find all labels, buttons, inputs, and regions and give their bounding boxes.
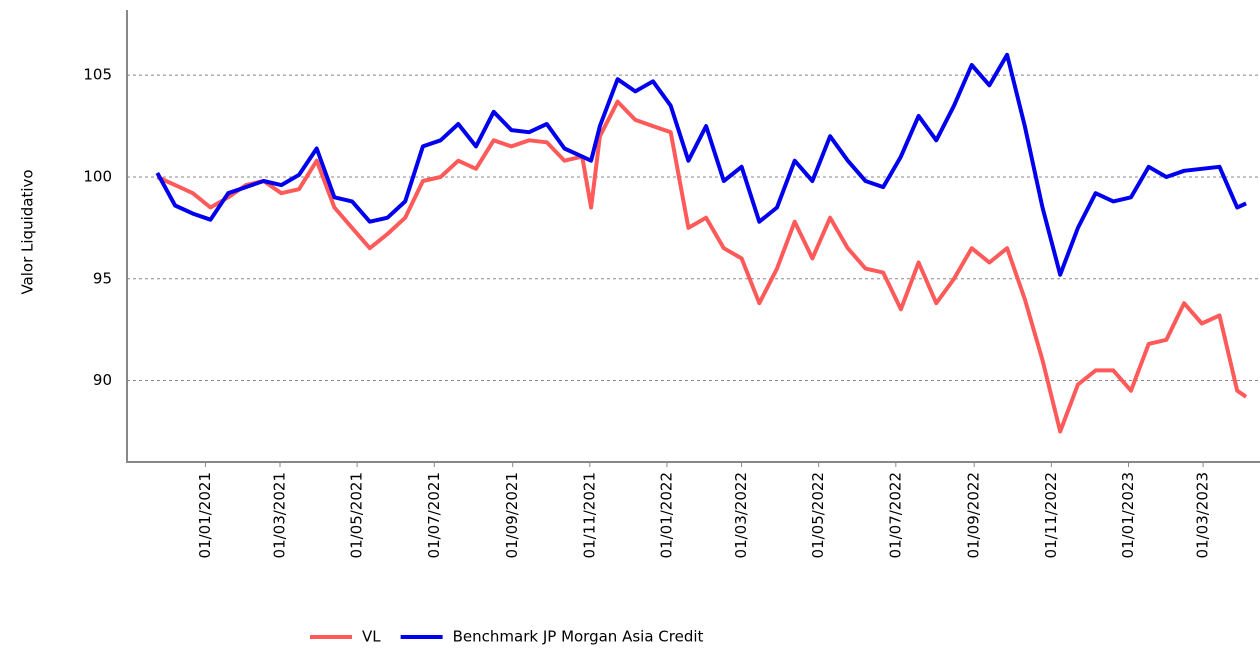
x-tick-label: 01/01/2022 xyxy=(657,472,675,558)
x-tick-label: 01/09/2021 xyxy=(503,472,521,558)
y-tick-label: 105 xyxy=(83,66,112,84)
series-line xyxy=(155,52,1247,277)
x-tick-label: 01/05/2022 xyxy=(809,472,827,558)
x-tick-label: 01/09/2022 xyxy=(965,472,983,558)
x-tick-label: 01/11/2022 xyxy=(1042,472,1060,558)
y-tick-label: 95 xyxy=(93,269,112,287)
series-line xyxy=(156,99,1248,434)
x-tick-label: 01/07/2022 xyxy=(886,472,904,558)
y-tick-label: 100 xyxy=(83,167,112,185)
x-tick-label: 01/05/2021 xyxy=(348,472,366,558)
legend-label: VL xyxy=(362,628,381,646)
x-tick-label: 01/11/2021 xyxy=(580,472,598,558)
legend-label: Benchmark JP Morgan Asia Credit xyxy=(453,628,704,646)
x-tick-label: 01/01/2021 xyxy=(196,472,214,558)
y-axis-label: Valor Liquidativo xyxy=(19,169,37,294)
x-tick-label: 01/03/2023 xyxy=(1194,472,1212,558)
y-tick-label: 90 xyxy=(93,371,112,389)
x-tick-label: 01/03/2021 xyxy=(271,472,289,558)
x-tick-label: 01/07/2021 xyxy=(425,472,443,558)
x-tick-label: 01/01/2023 xyxy=(1119,472,1137,558)
x-tick-label: 01/03/2022 xyxy=(732,472,750,558)
